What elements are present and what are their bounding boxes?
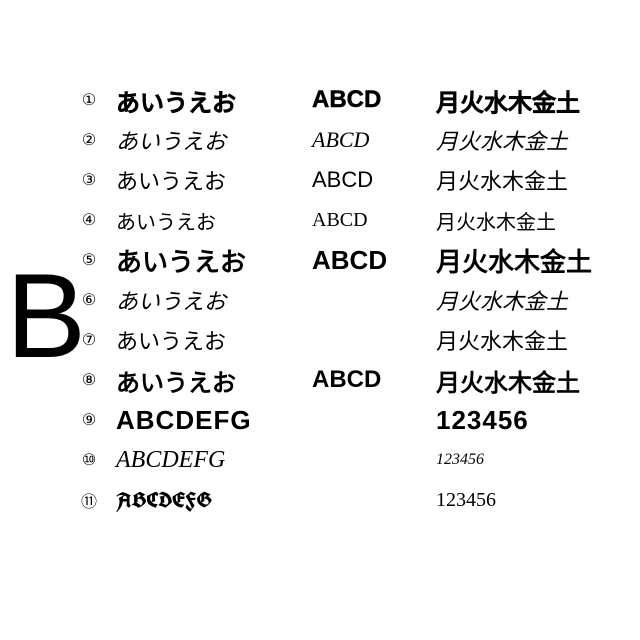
row-number: ⑥	[74, 290, 104, 310]
sample-col1: あいうえお	[104, 363, 304, 398]
sample-col1: あいうえお	[104, 206, 304, 235]
table-row: ⑪ABCDEFG 123456	[74, 480, 634, 520]
sample-col3: 123456	[424, 489, 624, 512]
sample-col1: あいうえお	[104, 284, 304, 316]
sample-col3: 月火水木金土	[424, 242, 624, 279]
sample-col1: あいうえお	[104, 164, 304, 196]
row-number: ③	[74, 170, 104, 190]
sample-col2: ABCD	[304, 366, 424, 394]
sample-col1: あいうえお	[104, 83, 304, 118]
sample-col1: あいうえお	[104, 324, 304, 356]
row-number: ②	[74, 130, 104, 150]
sample-col3: 月火水木金土	[424, 124, 624, 156]
font-sample-table: ①あいうえおABCD月火水木金土②あいうえおABCD月火水木金土③あいうえおAB…	[74, 80, 634, 520]
sample-col3: 月火水木金土	[424, 284, 624, 316]
table-row: ③あいうえおABCD月火水木金土	[74, 160, 634, 200]
table-row: ①あいうえおABCD月火水木金土	[74, 80, 634, 120]
sample-col1: ABCDEFG	[104, 405, 304, 436]
table-row: ⑥あいうえお 月火水木金土	[74, 280, 634, 320]
sample-col1: あいうえお	[104, 124, 304, 156]
sample-col3: 月火水木金土	[424, 324, 624, 356]
row-number: ⑪	[74, 488, 104, 512]
row-number: ⑧	[74, 370, 104, 390]
table-row: ⑤あいうえおABCD月火水木金土	[74, 240, 634, 280]
table-row: ④あいうえおABCD月火水木金土	[74, 200, 634, 240]
row-number: ⑦	[74, 330, 104, 350]
sample-col3: 123456	[424, 405, 624, 436]
table-row: ⑧あいうえおABCD月火水木金土	[74, 360, 634, 400]
row-number: ⑨	[74, 410, 104, 430]
sample-col2: ABCD	[304, 245, 424, 276]
sample-col3: 月火水木金土	[424, 164, 624, 196]
row-number: ⑩	[74, 450, 104, 470]
sample-col3: 月火水木金土	[424, 83, 624, 118]
table-row: ⑩ABCDEFG 123456	[74, 440, 634, 480]
table-row: ⑨ABCDEFG 123456	[74, 400, 634, 440]
sample-col1: あいうえお	[104, 242, 304, 279]
sample-col1: ABCDEFG	[104, 486, 304, 515]
sample-col2: ABCD	[304, 86, 424, 114]
sample-col3: 123456	[424, 451, 624, 469]
sample-col3: 月火水木金土	[424, 206, 624, 235]
sample-col2: ABCD	[304, 209, 424, 232]
table-row: ⑦あいうえお 月火水木金土	[74, 320, 634, 360]
row-number: ④	[74, 210, 104, 230]
sample-col2: ABCD	[304, 127, 424, 153]
row-number: ⑤	[74, 250, 104, 270]
row-number: ①	[74, 90, 104, 110]
table-row: ②あいうえおABCD月火水木金土	[74, 120, 634, 160]
sample-col1: ABCDEFG	[104, 447, 304, 474]
sample-col2: ABCD	[304, 167, 424, 193]
sample-col3: 月火水木金土	[424, 363, 624, 398]
